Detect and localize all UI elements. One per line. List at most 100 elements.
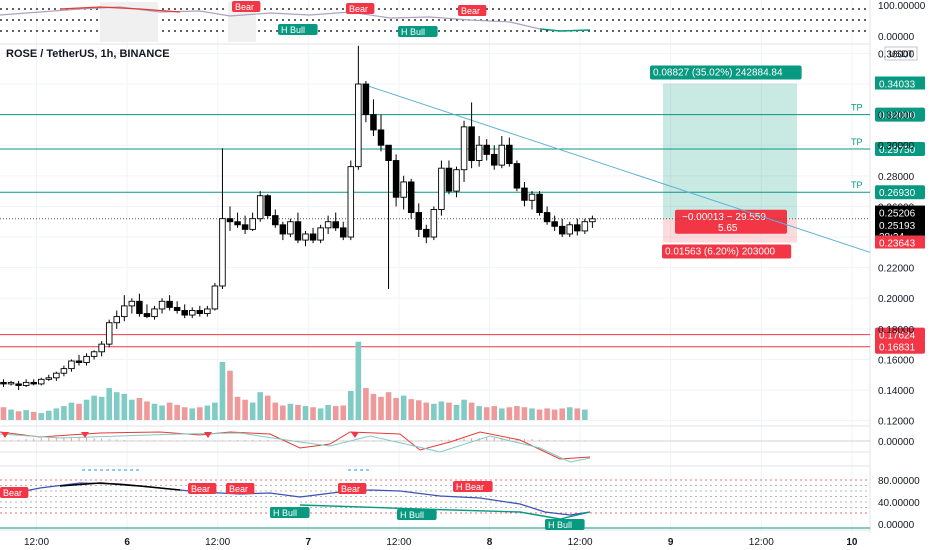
price-axis-tick: 0.30000: [878, 141, 915, 152]
candle-body: [317, 227, 324, 241]
macd-dot: [136, 469, 139, 471]
candle-body: [574, 224, 581, 232]
level-price-tag: 0.16831: [879, 343, 916, 354]
signal-hbull: H Bull: [273, 508, 297, 518]
candle-body: [83, 355, 90, 363]
level-price-tag-bg: [875, 327, 925, 342]
volume-bar: [68, 402, 75, 420]
volume-bar: [106, 388, 112, 420]
candle-body: [430, 209, 438, 238]
macd-signal-line: [0, 432, 591, 463]
candle-body: [513, 163, 521, 189]
candle-body: [423, 228, 430, 238]
candle-body: [60, 368, 68, 374]
level-price-tag-bg: [875, 107, 925, 122]
signal-hbull-bg: [278, 24, 318, 35]
volume-bar: [151, 403, 158, 420]
volume-bar: [144, 401, 150, 420]
volume-bar: [393, 397, 399, 420]
candle-body: [460, 126, 468, 171]
volume-bar: [15, 411, 22, 420]
position-mid-label: 5.65: [718, 223, 738, 234]
macd-dot: [118, 469, 121, 471]
price-tag-bg: [875, 205, 925, 219]
volume-bar: [242, 399, 248, 420]
volume-bar: [446, 402, 452, 420]
signal-hbear: H Bear: [456, 482, 484, 492]
candle-body: [256, 195, 264, 220]
macd-down-arrow: [204, 432, 212, 438]
volume-bar: [355, 341, 362, 420]
candle-body: [219, 218, 226, 287]
volume-bar: [174, 404, 180, 420]
volume-bar: [453, 404, 460, 420]
candle-body: [7, 381, 15, 385]
bottom-osc-bear-segment: [59, 482, 181, 491]
volume-bar: [544, 408, 550, 420]
candle-body: [204, 308, 211, 314]
price-axis-tick: 0.12000: [878, 417, 915, 428]
volume-bar: [197, 407, 203, 420]
price-tag-bg: [875, 76, 925, 90]
volume-bar: [83, 399, 90, 420]
candle-body: [332, 221, 339, 229]
volume-bar: [46, 410, 52, 420]
volume-bar: [23, 410, 29, 420]
candle-body: [105, 322, 113, 345]
volume-bar: [506, 407, 513, 420]
volume-bar: [249, 402, 256, 420]
signal-hbull-bg: [397, 509, 437, 520]
candle-body: [22, 381, 30, 386]
signal-bear: Bear: [349, 4, 368, 14]
signal-bear-bg: [188, 483, 217, 494]
volume-bar: [559, 408, 565, 420]
volume-bar: [332, 406, 339, 420]
price-tag-bg: [875, 217, 925, 231]
candle-body: [355, 83, 362, 168]
candle-body: [309, 233, 317, 241]
candle-body: [211, 285, 219, 310]
volume-bar: [61, 406, 67, 420]
level-price-tag: 0.32000: [879, 111, 916, 122]
time-axis-label: 9: [668, 537, 674, 548]
volume-bar: [431, 403, 437, 420]
volume-bar: [521, 407, 528, 420]
candle-body: [181, 310, 188, 316]
macd-dot: [130, 469, 133, 471]
top-osc-tick: 0.00000: [878, 32, 915, 43]
macd-dot: [124, 469, 127, 471]
bottom-osc-tick: 80.00000: [878, 476, 920, 487]
position-stop-label-bg: [662, 244, 792, 259]
candle-body: [294, 221, 302, 241]
level-price-tag: 0.17624: [879, 331, 916, 342]
time-axis-label: 12:00: [386, 537, 411, 548]
macd-dot: [94, 469, 97, 471]
signal-bear: Bear: [341, 484, 360, 494]
time-axis-label: 12:00: [568, 537, 593, 548]
volume-bar: [166, 402, 173, 420]
price-axis-tick: 0.36000: [878, 49, 915, 60]
price-axis-tick: 0.18000: [878, 325, 915, 336]
candle-body: [445, 167, 453, 192]
bottom-osc-tick: 0.00000: [878, 520, 915, 531]
candle-body: [53, 372, 60, 379]
candle-body: [166, 300, 173, 308]
volume-bar: [212, 402, 218, 420]
price-tag-bg: [875, 235, 925, 249]
macd-down-arrow: [81, 432, 89, 438]
volume-bar: [566, 407, 573, 420]
signal-bear-bg: [226, 483, 255, 494]
macd-dot: [366, 469, 369, 471]
signal-bear: Bear: [235, 2, 254, 12]
signal-bear: Bear: [461, 6, 480, 16]
candle-body: [90, 351, 98, 357]
candle-body: [340, 227, 347, 238]
volume-bar: [415, 400, 422, 420]
candle-body: [566, 224, 574, 235]
candle-body: [249, 218, 256, 230]
volume-bar: [204, 405, 211, 420]
candle-body: [347, 166, 355, 238]
volume-bar: [363, 388, 369, 420]
volume-bar: [491, 406, 498, 420]
